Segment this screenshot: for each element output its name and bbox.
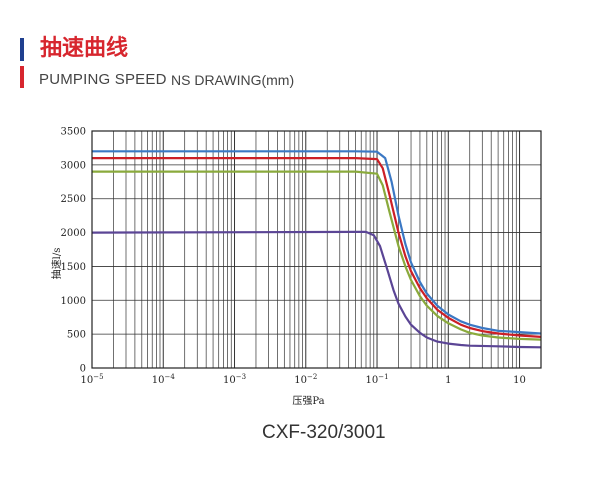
y-tick-labels: 0 500 1000 1500 2000 2500 3000 3500 — [61, 127, 86, 375]
page-subtitle: PUMPING SPEED — [39, 71, 167, 88]
header-accent-bar-blue — [20, 38, 24, 61]
series-line — [92, 157, 542, 338]
chart-grid — [91, 130, 542, 369]
x-axis-label: 压强Pa — [292, 395, 324, 407]
y-tick-label: 3000 — [61, 160, 86, 171]
page-title: 抽速曲线 — [40, 36, 129, 61]
series-line — [92, 150, 542, 335]
y-tick-label: 500 — [67, 330, 86, 341]
model-label: CXF-320/3001 — [262, 422, 386, 443]
header-accent-bar-red — [20, 66, 24, 88]
series-line — [92, 170, 542, 341]
x-tick-labels: 10−5 10−4 10−3 10−2 10−1 1 10 — [80, 373, 525, 386]
page-subtitle-secondary: NS DRAWING(mm) — [171, 72, 295, 88]
chart-series — [91, 150, 542, 349]
x-tick-label: 1 — [445, 375, 451, 386]
y-tick-label: 0 — [80, 364, 86, 375]
x-tick-label: 10−2 — [294, 373, 317, 386]
x-tick-label: 10−4 — [152, 373, 176, 386]
y-axis-label: 抽速l/s — [50, 248, 63, 280]
y-tick-label: 2000 — [61, 228, 86, 239]
series-line — [91, 230, 542, 349]
x-tick-label: 10−5 — [80, 373, 103, 386]
y-tick-label: 3500 — [61, 127, 86, 138]
x-tick-label: 10−3 — [223, 373, 246, 386]
y-tick-label: 2500 — [61, 194, 86, 205]
x-tick-label: 10−1 — [366, 373, 389, 386]
plot-frame — [91, 130, 542, 369]
x-tick-label: 10 — [513, 375, 526, 386]
y-tick-label: 1500 — [61, 262, 86, 273]
y-tick-label: 1000 — [61, 296, 86, 307]
